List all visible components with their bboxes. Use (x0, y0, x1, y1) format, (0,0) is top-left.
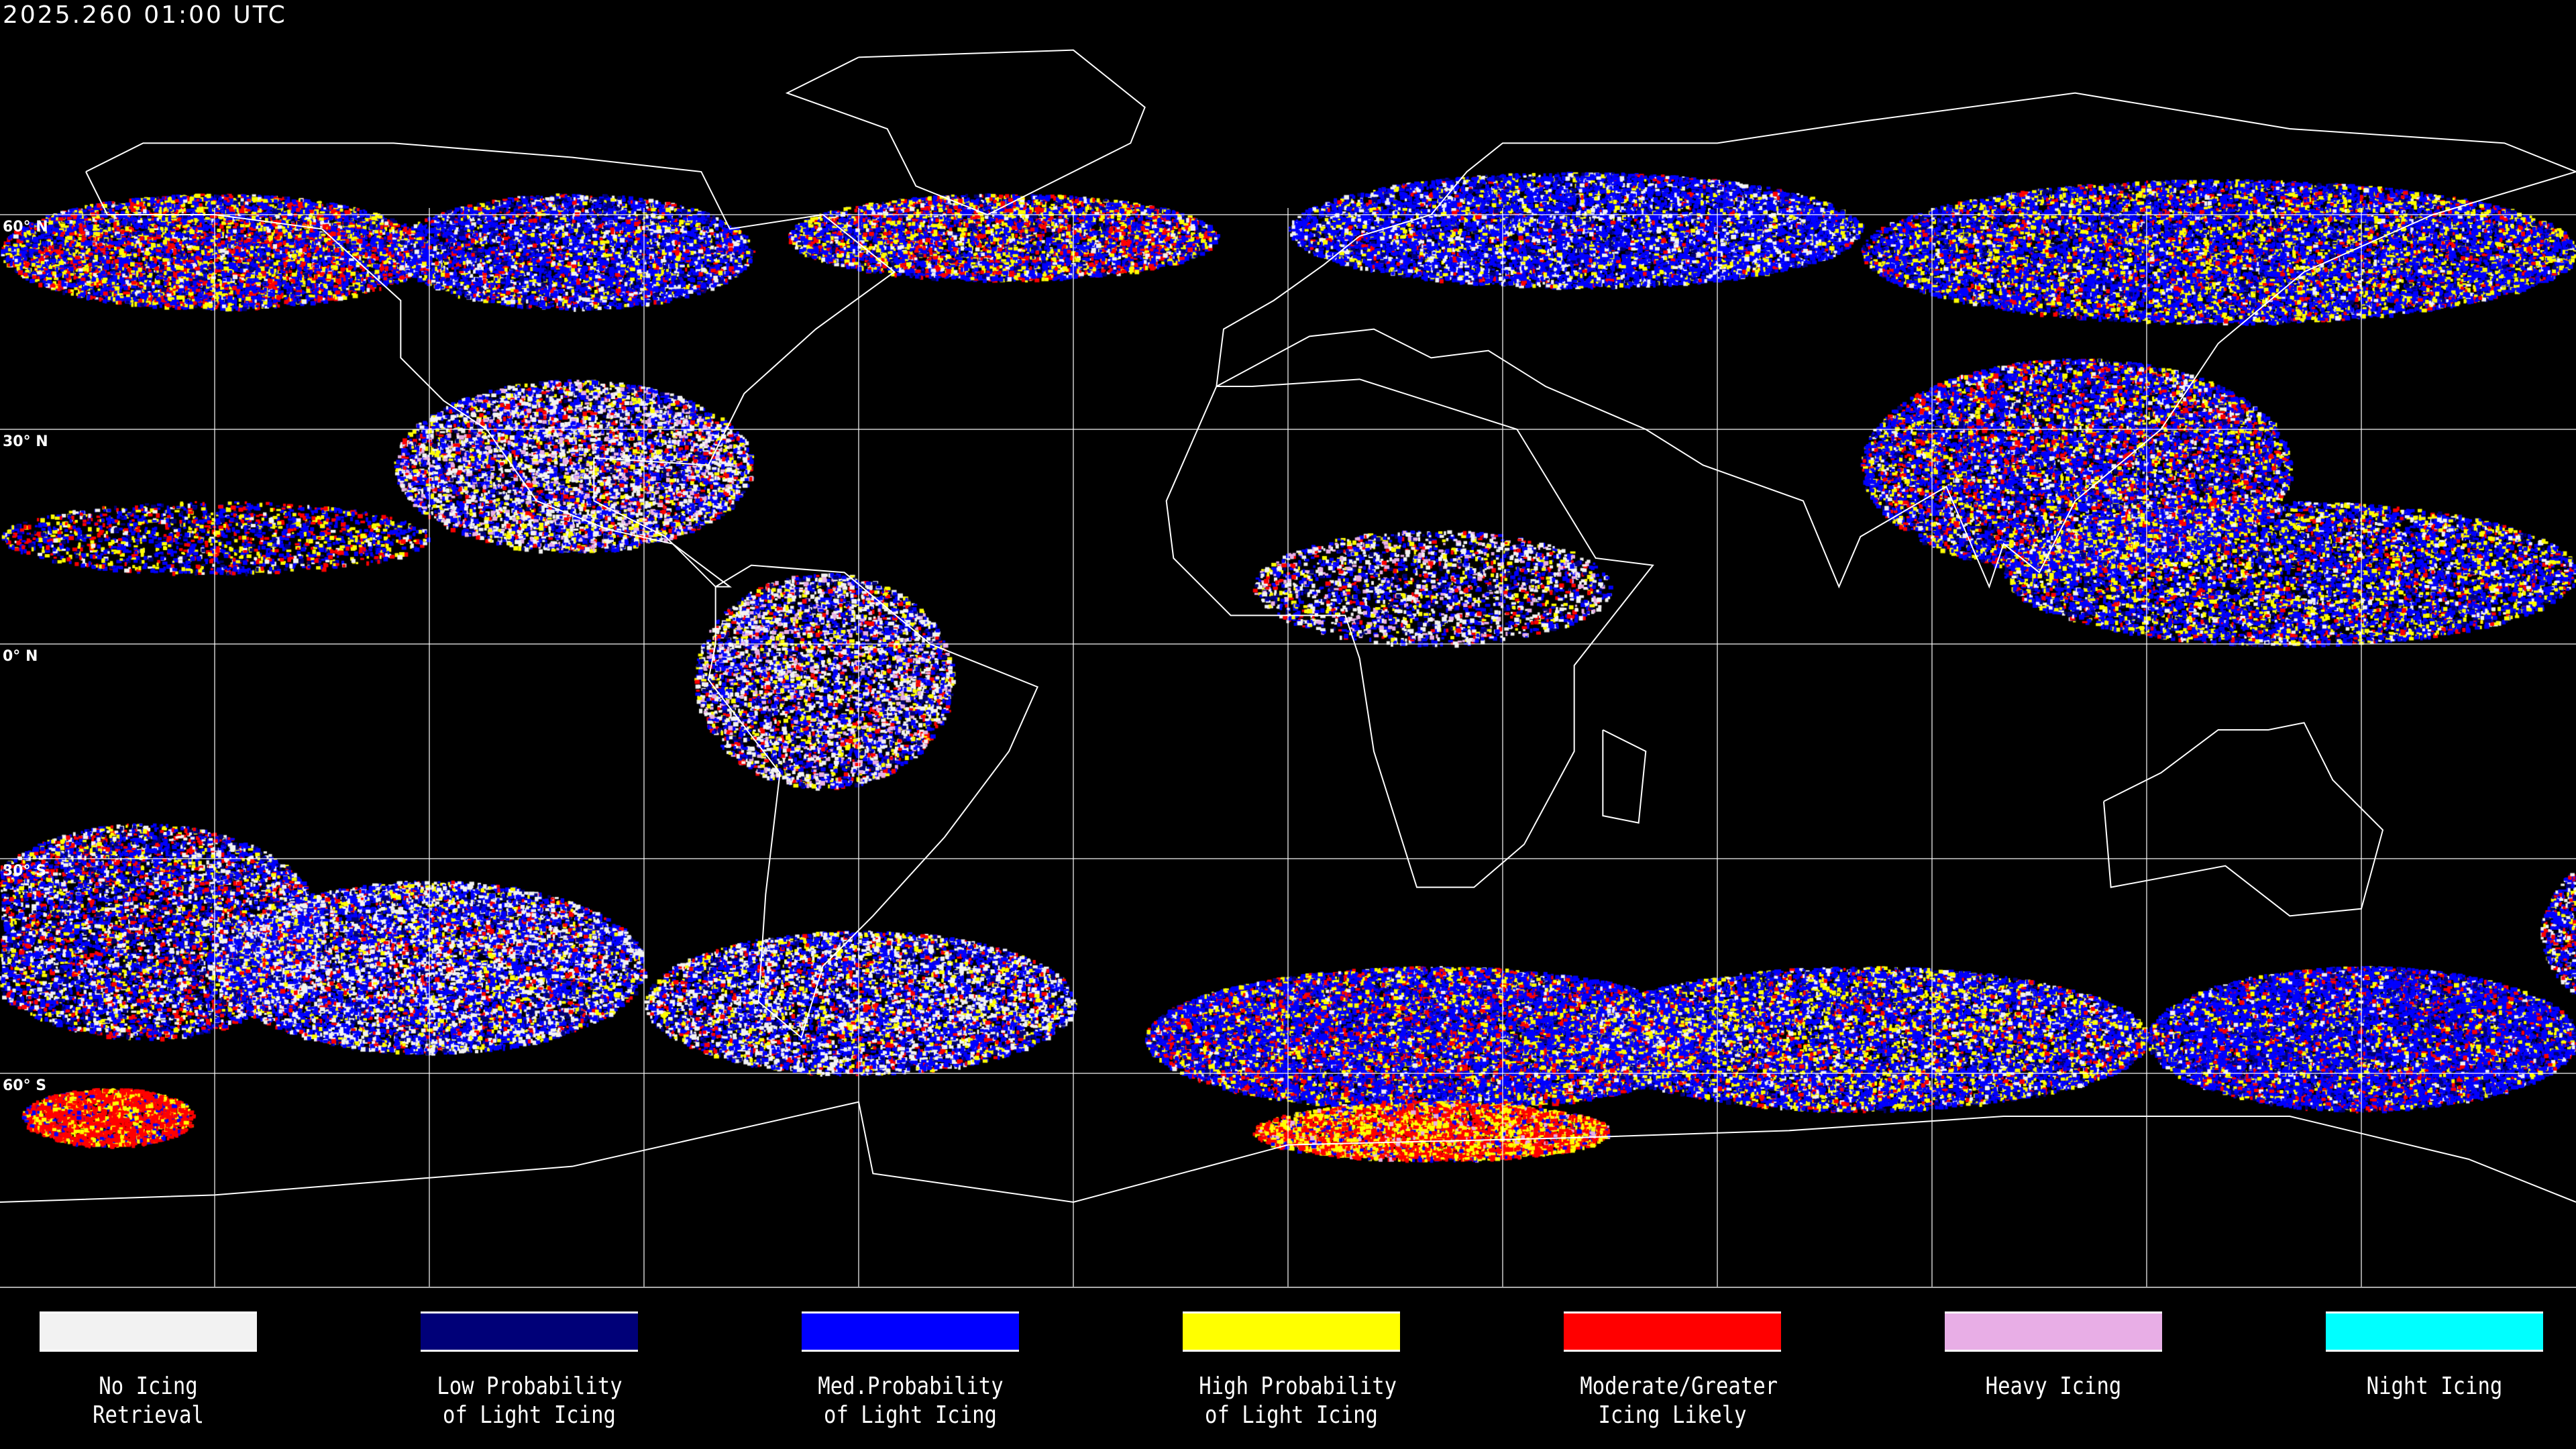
legend-item-moderate: Moderate/Greater Icing Likely (1564, 1311, 1781, 1430)
coastline (1165, 378, 1654, 888)
legend-label: Moderate/Greater (1580, 1373, 1778, 1400)
legend: No Icing Retrieval Low Probability of Li… (0, 1311, 2576, 1446)
legend-item-med-prob: Med.Probability of Light Icing (802, 1311, 1019, 1430)
legend-label: Med.Probability (818, 1373, 1004, 1400)
lat-label-0n: 0° N (3, 648, 38, 665)
coastline (0, 1101, 2576, 1203)
legend-item-heavy: Heavy Icing (1945, 1311, 2162, 1401)
legend-label: Heavy Icing (1985, 1373, 2122, 1400)
legend-swatch (1945, 1311, 2162, 1352)
lat-label-60n: 60° N (3, 219, 48, 235)
coastline (707, 564, 1039, 1039)
legend-label: Night Icing (2366, 1373, 2503, 1400)
legend-label: of Light Icing (824, 1401, 997, 1429)
lat-lon-grid (0, 49, 2576, 1288)
coastline (2103, 722, 2384, 917)
legend-swatch (421, 1311, 638, 1352)
legend-divider (0, 1287, 2576, 1288)
lat-label-30n: 30° N (3, 433, 48, 450)
legend-item-low-prob: Low Probability of Light Icing (421, 1311, 638, 1430)
lat-label-60s: 60° S (3, 1077, 47, 1094)
coastline (1216, 92, 2576, 589)
legend-label: Icing Likely (1598, 1401, 1747, 1429)
legend-label: High Probability (1199, 1373, 1397, 1400)
coastline (1602, 729, 1647, 824)
timestamp: 2025.260 01:00 UTC (3, 1, 287, 29)
legend-label: Low Probability (437, 1373, 623, 1400)
legend-label: of Light Icing (1205, 1401, 1378, 1429)
legend-item-high-prob: High Probability of Light Icing (1183, 1311, 1400, 1430)
legend-label: of Light Icing (443, 1401, 616, 1429)
legend-swatch (40, 1311, 257, 1352)
legend-item-no-icing: No Icing Retrieval (40, 1311, 257, 1430)
legend-swatch (2326, 1311, 2543, 1352)
legend-swatch (1183, 1311, 1400, 1352)
legend-label: Retrieval (93, 1401, 204, 1429)
legend-swatch (802, 1311, 1019, 1352)
icing-map (0, 0, 2576, 1288)
lat-label-30s: 30° S (3, 863, 47, 879)
legend-label: No Icing (99, 1373, 198, 1400)
legend-swatch (1564, 1311, 1781, 1352)
coastline (785, 49, 1146, 216)
legend-item-night: Night Icing (2326, 1311, 2543, 1401)
coastline (85, 142, 896, 588)
